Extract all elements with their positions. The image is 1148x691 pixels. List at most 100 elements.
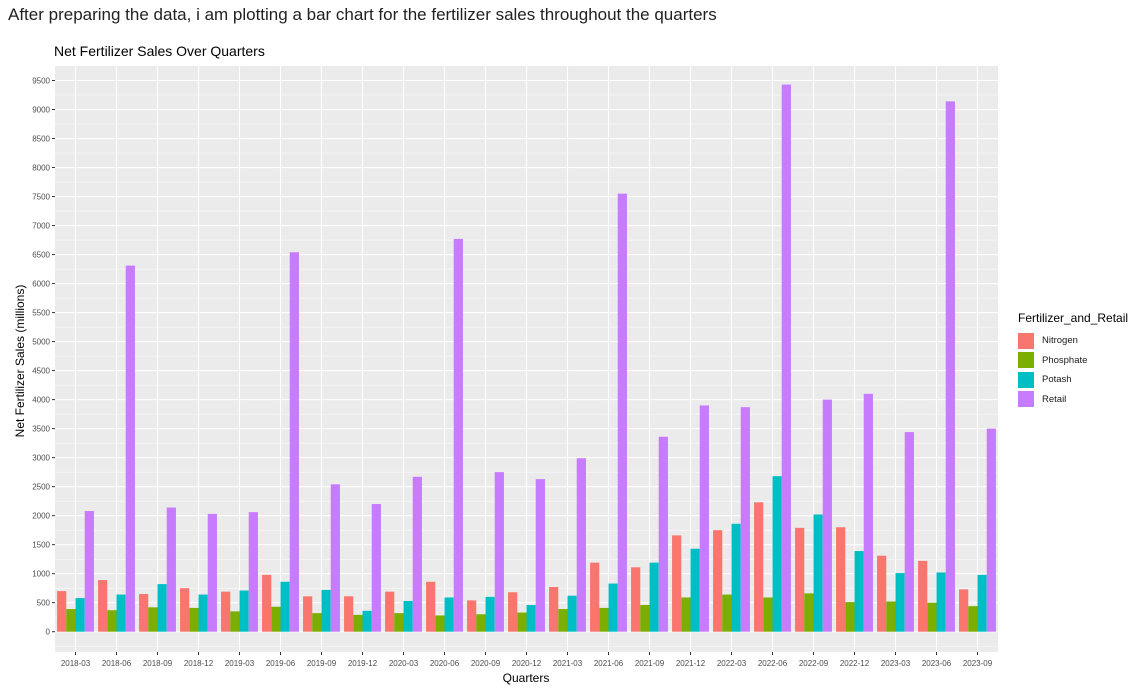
bar-potash-2019-12 [362, 610, 372, 632]
x-axis-title: Quarters [503, 671, 550, 685]
legend-label: Retail [1042, 393, 1067, 405]
bar-phosphate-2019-06 [271, 606, 281, 632]
bar-retail-2021-12 [699, 405, 709, 632]
x-tick-label: 2021-06 [594, 659, 624, 668]
bar-phosphate-2018-03 [66, 609, 76, 632]
bar-nitrogen-2019-09 [303, 596, 313, 632]
x-tick-label: 2018-12 [184, 659, 214, 668]
x-tick-label: 2022-03 [717, 659, 747, 668]
x-tick-label: 2020-12 [512, 659, 542, 668]
bar-potash-2018-12 [198, 594, 208, 632]
x-tick-label: 2023-09 [963, 659, 993, 668]
bar-potash-2021-12 [690, 548, 700, 632]
x-tick-label: 2018-03 [61, 659, 91, 668]
y-tick-label: 8500 [32, 134, 50, 143]
bar-nitrogen-2018-12 [180, 588, 190, 632]
x-tick-label: 2022-06 [758, 659, 788, 668]
bar-potash-2021-06 [608, 583, 618, 632]
y-tick-label: 0 [46, 627, 51, 636]
bar-nitrogen-2023-03 [877, 555, 887, 632]
x-tick-label: 2020-09 [471, 659, 501, 668]
y-tick-label: 3000 [32, 453, 50, 462]
x-tick-label: 2019-06 [266, 659, 296, 668]
legend-title: Fertilizer_and_Retail [1018, 311, 1129, 325]
legend-swatch [1018, 352, 1034, 369]
bar-nitrogen-2021-12 [672, 535, 682, 632]
y-tick-label: 2500 [32, 482, 50, 491]
bar-phosphate-2023-06 [927, 602, 937, 632]
bar-potash-2019-06 [280, 581, 290, 632]
x-tick-label: 2018-09 [143, 659, 173, 668]
bar-nitrogen-2023-09 [959, 589, 969, 632]
bar-retail-2022-09 [822, 399, 832, 632]
bar-phosphate-2020-03 [394, 613, 404, 632]
y-tick-label: 7500 [32, 192, 50, 201]
y-tick-label: 3500 [32, 424, 50, 433]
bar-phosphate-2021-12 [681, 597, 691, 632]
legend-items: Nitrogen Phosphate Potash Retail [1018, 331, 1128, 409]
bar-retail-2021-06 [617, 193, 627, 632]
bar-retail-2020-12 [535, 479, 545, 632]
bar-nitrogen-2019-12 [344, 596, 354, 632]
y-tick-label: 6000 [32, 279, 50, 288]
bar-retail-2019-12 [371, 504, 381, 632]
bar-retail-2018-09 [166, 507, 176, 632]
y-tick-label: 4000 [32, 395, 50, 404]
bar-potash-2023-09 [977, 574, 987, 632]
bar-retail-2018-12 [207, 513, 217, 632]
bar-phosphate-2020-06 [435, 615, 445, 632]
x-tick-label: 2021-12 [676, 659, 706, 668]
bar-nitrogen-2018-03 [57, 591, 67, 632]
bar-potash-2022-03 [731, 523, 741, 632]
bar-retail-2019-06 [289, 252, 299, 632]
bar-potash-2022-06 [772, 476, 782, 632]
y-tick-label: 1500 [32, 540, 50, 549]
x-tick-label: 2023-06 [922, 659, 952, 668]
y-tick-label: 4500 [32, 366, 50, 375]
bar-phosphate-2018-09 [148, 607, 158, 632]
bar-retail-2023-06 [945, 101, 955, 632]
legend-label: Phosphate [1042, 354, 1088, 366]
bar-phosphate-2021-09 [640, 605, 650, 632]
bar-nitrogen-2022-03 [713, 530, 723, 632]
y-tick-label: 9500 [32, 76, 50, 85]
legend-swatch [1018, 371, 1034, 388]
bar-retail-2022-03 [740, 407, 750, 632]
legend: Fertilizer_and_Retail Nitrogen Phosphate P… [1018, 311, 1128, 409]
x-tick-label: 2022-12 [840, 659, 870, 668]
bar-phosphate-2021-03 [558, 609, 568, 632]
bar-retail-2019-03 [248, 512, 258, 632]
bar-retail-2022-12 [863, 393, 873, 632]
bar-nitrogen-2020-12 [508, 592, 518, 632]
bar-nitrogen-2021-06 [590, 562, 600, 632]
bar-potash-2019-03 [239, 590, 249, 632]
bar-retail-2022-06 [781, 84, 791, 632]
y-tick-label: 2000 [32, 511, 50, 520]
bar-nitrogen-2020-03 [385, 591, 395, 632]
legend-item-retail: Retail [1018, 390, 1128, 410]
intro-text: After preparing the data, i am plotting … [8, 5, 717, 24]
bar-potash-2018-03 [75, 598, 85, 632]
bars [57, 84, 996, 632]
bar-potash-2020-03 [403, 600, 413, 632]
x-tick-label: 2020-06 [430, 659, 460, 668]
y-tick-label: 5500 [32, 308, 50, 317]
legend-swatch [1018, 391, 1034, 408]
bar-nitrogen-2022-09 [795, 527, 805, 632]
x-tick-label: 2021-09 [635, 659, 665, 668]
y-tick-label: 7000 [32, 221, 50, 230]
y-tick-label: 8000 [32, 163, 50, 172]
bar-potash-2022-09 [813, 514, 823, 632]
bar-potash-2021-09 [649, 562, 659, 632]
x-tick-label: 2019-09 [307, 659, 337, 668]
bar-phosphate-2020-12 [517, 612, 527, 632]
bar-potash-2020-09 [485, 596, 495, 632]
bar-retail-2020-09 [494, 472, 504, 632]
legend-item-potash: Potash [1018, 370, 1128, 390]
bar-nitrogen-2018-09 [139, 593, 149, 632]
bar-potash-2018-09 [157, 584, 167, 632]
bar-nitrogen-2020-06 [426, 581, 436, 632]
bar-potash-2023-03 [895, 573, 905, 632]
bar-retail-2023-03 [904, 432, 914, 632]
chart-title: Net Fertilizer Sales Over Quarters [54, 43, 265, 59]
